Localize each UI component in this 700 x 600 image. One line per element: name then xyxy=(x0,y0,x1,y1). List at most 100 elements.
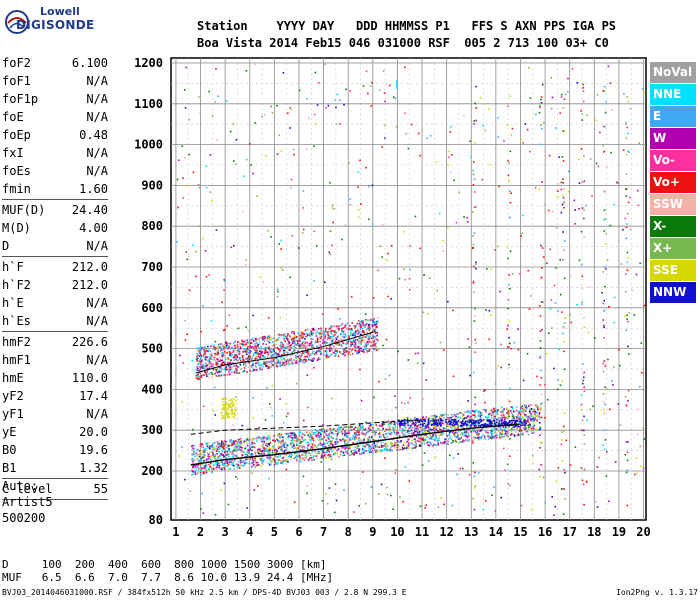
echo-point xyxy=(235,445,237,448)
echo-point xyxy=(371,330,374,333)
echo-point xyxy=(263,453,266,456)
echo-point xyxy=(490,431,493,434)
echo-point xyxy=(444,427,446,430)
echo-point xyxy=(338,428,341,431)
echo-point xyxy=(227,358,230,361)
echo-point xyxy=(204,467,206,470)
echo-point xyxy=(309,353,312,355)
param-separator xyxy=(2,199,108,200)
noise-point xyxy=(462,467,464,470)
noise-point xyxy=(254,122,256,124)
echo-point xyxy=(279,365,282,367)
echo-point xyxy=(473,424,476,427)
echo-point xyxy=(293,347,295,349)
echo-point xyxy=(316,437,319,440)
echo-point xyxy=(423,429,426,432)
param-value: 212.0 xyxy=(71,278,108,292)
echo-point xyxy=(354,349,356,352)
echo-point xyxy=(280,434,283,437)
echo-point xyxy=(275,357,278,359)
echo-point xyxy=(273,365,276,367)
echo-point xyxy=(280,446,282,449)
echo-point xyxy=(398,434,401,436)
param-value: 20.0 xyxy=(79,425,108,439)
echo-point xyxy=(272,360,275,362)
echo-point xyxy=(437,419,440,421)
echo-point xyxy=(244,344,246,347)
echo-point xyxy=(464,420,467,423)
echo-point xyxy=(204,346,206,348)
echo-point xyxy=(335,442,338,444)
echo-point xyxy=(499,418,501,421)
echo-point xyxy=(258,341,261,344)
echo-point xyxy=(479,420,482,423)
echo-point xyxy=(454,420,456,422)
echo-point xyxy=(371,449,374,452)
noise-point xyxy=(422,437,424,440)
echo-point xyxy=(244,349,247,352)
echo-point xyxy=(268,367,271,369)
echo-point xyxy=(428,438,431,440)
noise-point xyxy=(323,430,326,433)
echo-point xyxy=(522,411,525,414)
echo-point xyxy=(293,336,296,339)
echo-point xyxy=(343,348,346,350)
echo-point xyxy=(358,350,361,352)
echo-point xyxy=(370,324,373,327)
echo-point xyxy=(210,455,212,458)
echo-point xyxy=(230,441,233,443)
echo-point xyxy=(231,408,233,411)
echo-point xyxy=(436,423,438,426)
echo-point xyxy=(456,422,458,425)
echo-point xyxy=(387,428,390,431)
echo-point xyxy=(231,404,234,407)
echo-point xyxy=(295,444,298,447)
echo-point xyxy=(476,419,478,422)
echo-point xyxy=(272,358,275,361)
echo-point xyxy=(271,445,274,448)
x-tick-label: 14 xyxy=(489,525,503,539)
echo-point xyxy=(256,361,259,364)
echo-point xyxy=(426,424,429,427)
echo-point xyxy=(247,349,250,351)
echo-point xyxy=(223,455,225,458)
noise-point xyxy=(531,508,533,511)
echo-point xyxy=(346,350,349,353)
echo-point xyxy=(424,420,426,423)
echo-point xyxy=(281,440,283,442)
echo-point xyxy=(358,430,361,432)
echo-point xyxy=(229,451,231,453)
echo-point xyxy=(455,415,457,418)
echo-point xyxy=(430,437,433,440)
echo-point xyxy=(230,412,233,415)
echo-point xyxy=(372,318,375,320)
echo-point xyxy=(477,436,480,438)
echo-point xyxy=(497,424,500,426)
echo-point xyxy=(315,455,318,457)
echo-point xyxy=(274,455,277,458)
echo-point xyxy=(527,419,529,421)
echo-point xyxy=(279,345,281,347)
echo-point xyxy=(356,430,359,432)
echo-point xyxy=(362,339,365,341)
echo-point xyxy=(219,350,222,352)
noise-point xyxy=(307,406,309,409)
echo-point xyxy=(268,449,271,451)
echo-point xyxy=(237,463,239,466)
echo-point xyxy=(228,412,231,415)
echo-point xyxy=(229,352,231,354)
echo-point xyxy=(254,345,257,348)
echo-point xyxy=(298,360,301,363)
echo-point xyxy=(203,348,205,351)
echo-point xyxy=(257,448,259,451)
noise-point xyxy=(472,265,475,268)
echo-point xyxy=(251,443,253,446)
echo-point xyxy=(375,325,377,327)
echo-point xyxy=(510,430,513,433)
noise-point xyxy=(395,125,398,128)
echo-point xyxy=(524,423,527,425)
echo-point xyxy=(366,444,369,446)
echo-point xyxy=(324,330,327,333)
echo-point xyxy=(334,354,337,357)
echo-point xyxy=(440,424,443,427)
